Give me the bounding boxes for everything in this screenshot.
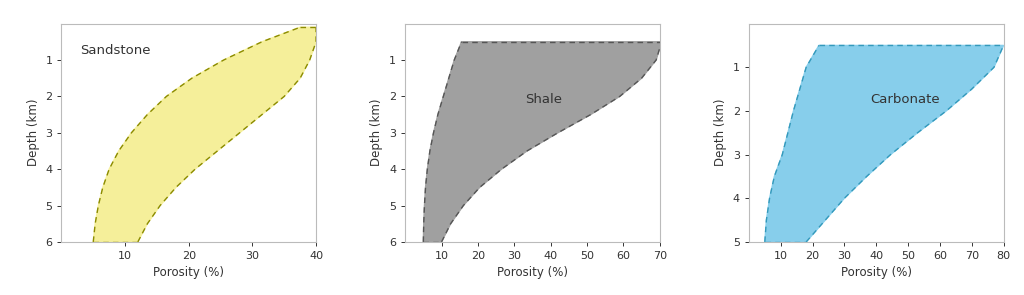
Text: Carbonate: Carbonate	[869, 94, 939, 106]
Text: Sandstone: Sandstone	[81, 44, 151, 57]
X-axis label: Porosity (%): Porosity (%)	[154, 266, 224, 279]
X-axis label: Porosity (%): Porosity (%)	[841, 266, 911, 279]
Y-axis label: Depth (km): Depth (km)	[714, 99, 727, 166]
Y-axis label: Depth (km): Depth (km)	[371, 99, 383, 166]
Polygon shape	[93, 27, 316, 242]
Text: Shale: Shale	[525, 93, 562, 106]
Polygon shape	[423, 42, 662, 242]
Polygon shape	[765, 45, 1004, 242]
X-axis label: Porosity (%): Porosity (%)	[497, 266, 568, 279]
Y-axis label: Depth (km): Depth (km)	[27, 99, 40, 166]
